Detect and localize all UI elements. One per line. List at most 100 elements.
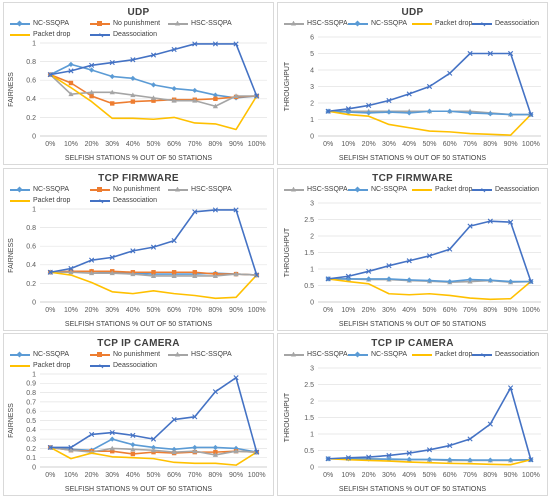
y-tick-label: 0.3 <box>26 437 36 444</box>
data-point <box>109 59 115 66</box>
x-tick-label: 30% <box>382 472 396 479</box>
legend-swatch <box>90 351 110 358</box>
data-point <box>345 456 352 462</box>
legend-item-hsc-ssqpa: HSC-SSQPA <box>284 20 348 27</box>
data-point <box>212 207 218 213</box>
data-point <box>130 451 136 457</box>
data-point <box>467 110 473 116</box>
data-point <box>88 270 95 276</box>
x-tick-label: 30% <box>105 307 119 314</box>
data-point <box>233 207 239 213</box>
data-point <box>508 385 514 391</box>
data-point <box>254 93 260 99</box>
series-line <box>328 278 532 301</box>
data-point <box>89 257 95 263</box>
data-point <box>487 218 493 224</box>
data-point <box>109 430 115 436</box>
x-axis-label: SELFISH STATIONS % OUT OF 50 STATIONS <box>64 155 213 162</box>
legend-swatch <box>90 363 110 372</box>
plot-area: 00.511.522.530% 10% 20% 30% 40% 50% 60% 70% 80% 9… <box>304 200 541 314</box>
x-tick-label: 80% <box>208 141 222 148</box>
x-tick-label: 70% <box>188 307 202 314</box>
data-point <box>406 450 412 456</box>
y-tick-label: 0.2 <box>26 281 36 288</box>
chart-title: UDP <box>127 7 150 18</box>
data-point <box>212 41 218 47</box>
legend-item-deassociation: Deassociation <box>90 31 157 41</box>
data-point <box>130 248 136 254</box>
y-tick-label: 0.6 <box>26 409 36 416</box>
y-tick-label: 0.5 <box>26 418 36 425</box>
data-point <box>366 454 372 460</box>
data-point <box>130 442 136 448</box>
x-tick-label: 50% <box>422 141 436 148</box>
plot-area: 00.20.40.60.810% 10% 20% 30% 40% 50% 60% 70% 80%… <box>26 40 267 148</box>
data-point <box>192 87 198 94</box>
data-point <box>171 449 177 455</box>
x-tick-label: 80% <box>483 141 497 148</box>
y-tick-label: 2.5 <box>304 217 314 224</box>
data-point <box>213 96 218 101</box>
x-tick-label: 100% <box>248 141 266 148</box>
legend-item-no-punishment: No punishment <box>90 186 160 193</box>
y-tick-label: 4 <box>310 67 314 74</box>
legend-label: Deassociation <box>495 351 539 358</box>
legend-item-nc-ssqpa: NC-SSQPA <box>10 185 69 193</box>
data-point <box>325 276 331 282</box>
data-point <box>150 436 157 442</box>
legend-swatch <box>472 21 492 30</box>
legend-swatch <box>168 186 188 193</box>
x-tick-label: 10% <box>64 141 78 148</box>
data-point <box>47 269 53 275</box>
y-axis-label: FAIRNESS <box>7 402 15 438</box>
legend-label: NC-SSQPA <box>33 351 70 358</box>
tcp-firmware-fairness-chart: TCP FIRMWARE NC-SSQPA No punishment HSC-SS… <box>3 168 274 331</box>
x-tick-label: 60% <box>443 472 457 479</box>
legend-label: Packet drop <box>33 197 71 204</box>
x-tick-label: 100% <box>522 141 540 148</box>
legend-label: NC-SSQPA <box>371 351 408 358</box>
data-point <box>110 101 115 106</box>
y-tick-label: 3 <box>310 84 314 91</box>
y-tick-label: 0.5 <box>304 448 314 455</box>
series-line <box>50 271 258 300</box>
chart-legend: NC-SSQPA No punishment HSC-SSQPA Packet dro… <box>10 185 269 208</box>
data-point <box>68 91 74 97</box>
legend-swatch <box>10 350 30 358</box>
series-nc-ssqpa <box>47 61 260 101</box>
x-axis-label: SELFISH STATIONS % OUT OF 50 STATIONS <box>64 321 213 328</box>
x-tick-label: 70% <box>188 472 202 479</box>
data-point <box>89 93 94 99</box>
legend-swatch <box>412 21 432 27</box>
x-tick-label: 30% <box>382 307 396 314</box>
legend-item-hsc-ssqpa: HSC-SSQPA <box>284 351 348 358</box>
data-point <box>233 271 239 277</box>
x-tick-label: 0% <box>45 307 55 314</box>
y-tick-label: 2 <box>310 100 314 107</box>
x-tick-label: 60% <box>443 307 457 314</box>
x-tick-label: 90% <box>229 141 243 148</box>
data-point <box>406 258 412 264</box>
legend-item-deassociation: Deassociation <box>90 362 157 372</box>
series-deassociation <box>325 218 534 285</box>
chart-title: UDP <box>401 7 424 18</box>
legend-swatch <box>472 187 492 196</box>
legend-label: Packet drop <box>435 351 473 358</box>
y-tick-label: 1 <box>310 266 314 273</box>
data-point <box>192 270 197 275</box>
legend-item-nc-ssqpa: NC-SSQPA <box>10 350 70 358</box>
data-point <box>171 238 177 244</box>
data-point <box>68 80 74 86</box>
chart-title: TCP IP CAMERA <box>371 338 454 349</box>
x-tick-label: 100% <box>522 307 540 314</box>
plot-area: 00.20.40.60.810% 10% 20% 30% 40% 50% 60% 70% 80%… <box>26 206 267 314</box>
legend-item-nc-ssqpa: NC-SSQPA <box>10 19 69 27</box>
y-axis-label: THROUGHPUT <box>284 227 292 277</box>
y-axis-label: FAIRNESS <box>7 237 15 273</box>
legend-swatch <box>412 187 432 193</box>
chart-legend: NC-SSQPA No punishment HSC-SSQPA Packet dro… <box>10 19 269 42</box>
legend-label: Packet drop <box>33 31 71 38</box>
legend-item-hsc-ssqpa: HSC-SSQPA <box>168 20 232 27</box>
data-point <box>447 442 453 449</box>
data-point <box>366 102 372 109</box>
